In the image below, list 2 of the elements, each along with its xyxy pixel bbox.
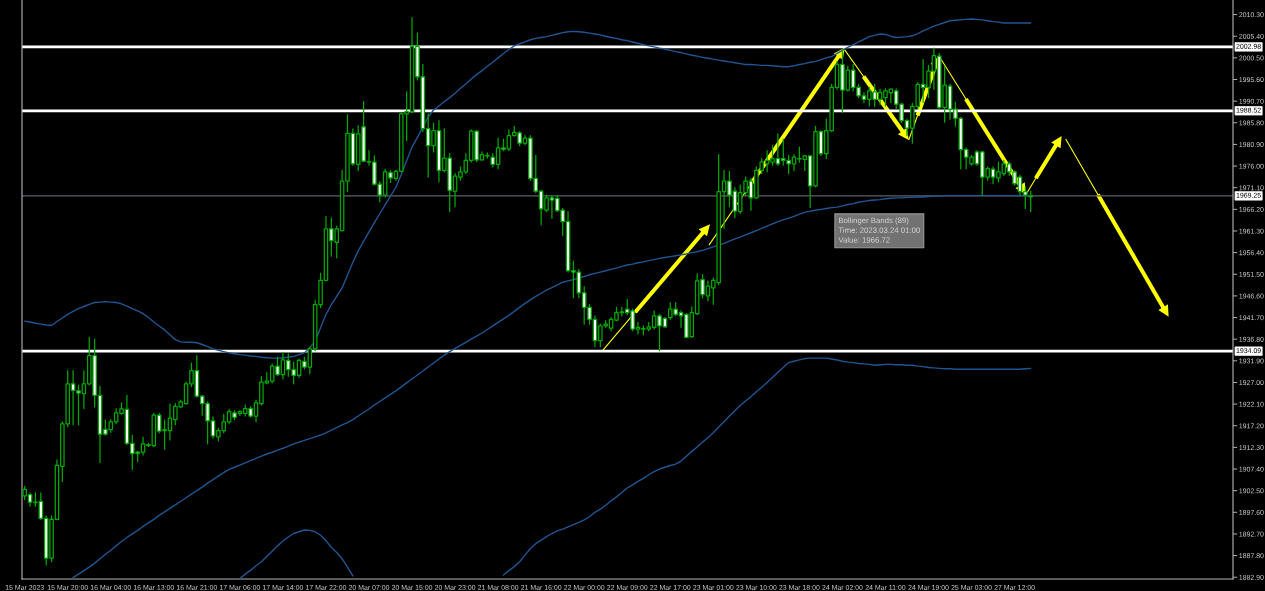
line-series xyxy=(23,18,1032,359)
line-series xyxy=(72,194,1032,579)
